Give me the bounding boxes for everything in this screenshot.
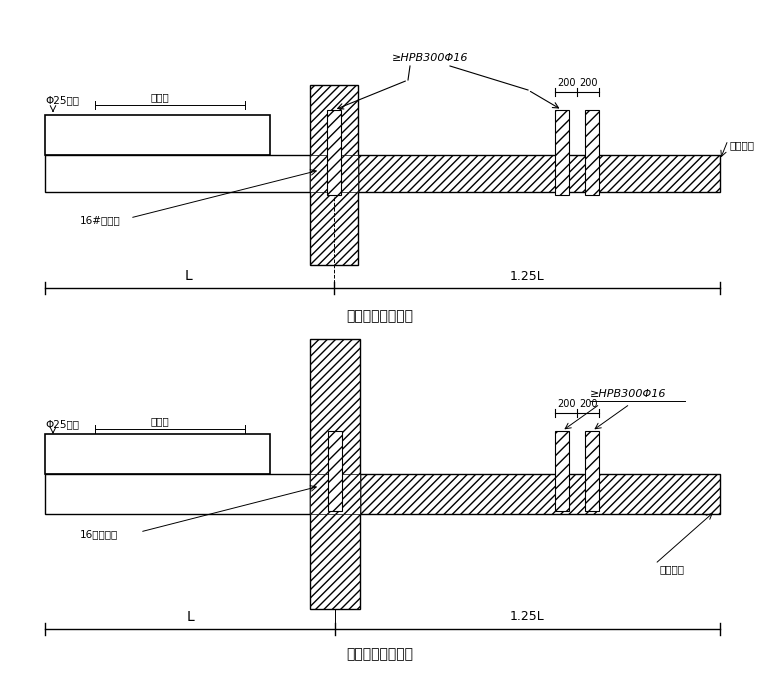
- Bar: [328, 431, 342, 511]
- Bar: [327, 110, 341, 195]
- Text: ≥HPB300Φ16: ≥HPB300Φ16: [590, 389, 667, 399]
- Bar: [555, 110, 569, 195]
- Text: 16号工字钢: 16号工字钢: [80, 529, 119, 539]
- Text: 16#工字钢: 16#工字钢: [80, 215, 121, 225]
- Bar: [45, 115, 270, 155]
- Text: 同梁宽: 同梁宽: [150, 92, 169, 102]
- Bar: [310, 474, 360, 514]
- Text: 200: 200: [557, 78, 575, 88]
- Bar: [310, 339, 360, 609]
- Text: 200: 200: [557, 399, 575, 409]
- Bar: [310, 155, 358, 192]
- Bar: [555, 431, 569, 511]
- Text: 200: 200: [579, 78, 597, 88]
- Bar: [585, 110, 599, 195]
- Bar: [45, 474, 310, 514]
- Text: 1.25L: 1.25L: [510, 270, 544, 282]
- Text: ≥HPB300Φ16: ≥HPB300Φ16: [391, 53, 468, 63]
- Bar: [360, 474, 720, 514]
- Text: L: L: [186, 610, 194, 624]
- Text: Φ25钢筋: Φ25钢筋: [45, 95, 79, 105]
- Text: 1.25L: 1.25L: [510, 610, 544, 623]
- Text: Φ25钢筋: Φ25钢筋: [45, 419, 79, 429]
- Text: 200: 200: [579, 399, 597, 409]
- Text: 同梁宽: 同梁宽: [150, 416, 169, 426]
- Bar: [585, 431, 599, 511]
- Bar: [310, 85, 358, 265]
- Bar: [45, 155, 310, 192]
- Text: 悬挑钢梁楼面构造: 悬挑钢梁楼面构造: [347, 309, 413, 323]
- Bar: [45, 434, 270, 474]
- Text: 木楔塞紧: 木楔塞紧: [660, 564, 685, 574]
- Text: 木楔塞紧: 木楔塞紧: [730, 140, 755, 150]
- Bar: [358, 155, 720, 192]
- Text: 悬挑钢梁穿墙构造: 悬挑钢梁穿墙构造: [347, 647, 413, 661]
- Text: L: L: [185, 269, 193, 283]
